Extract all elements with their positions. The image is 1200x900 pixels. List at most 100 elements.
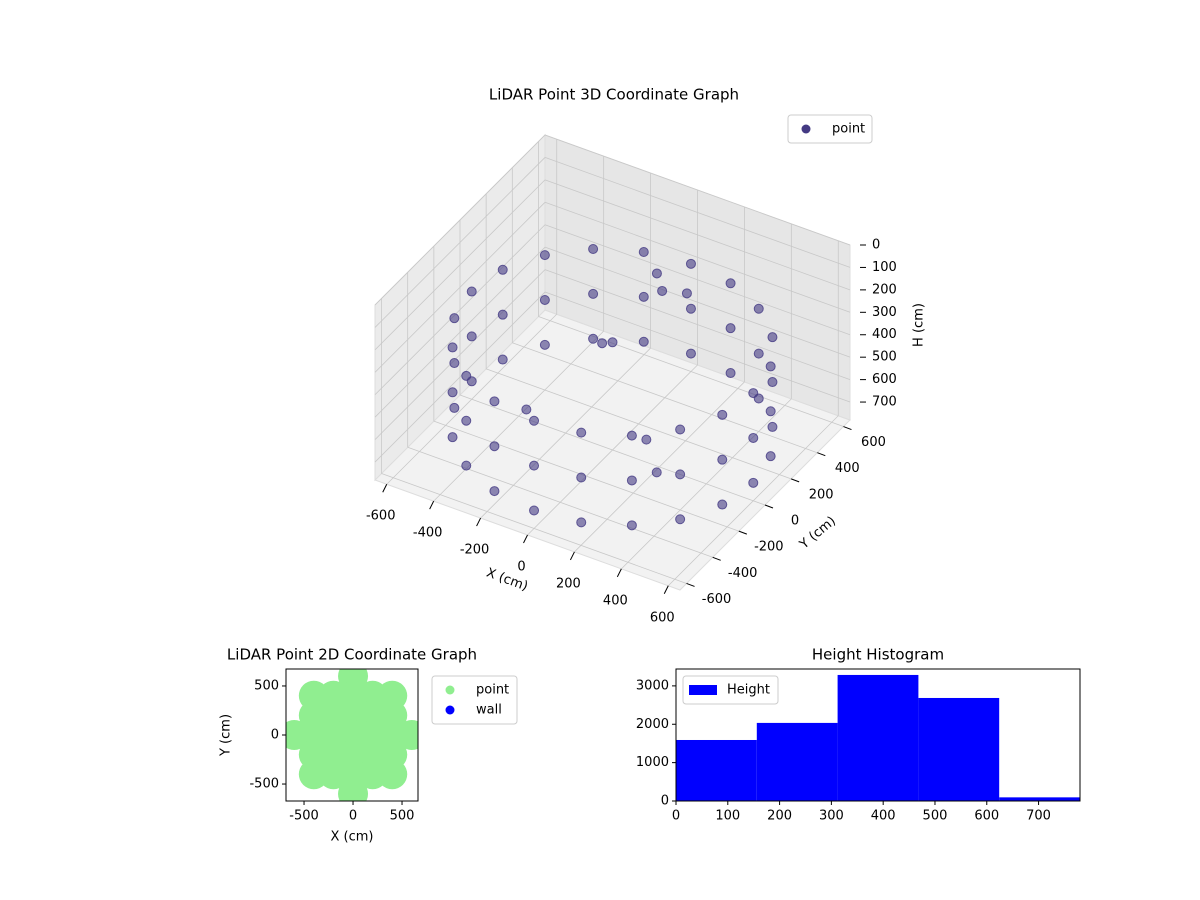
legend-label: point	[476, 683, 509, 698]
y-tick-label: -200	[754, 540, 784, 555]
grid-line	[374, 224, 546, 396]
point	[748, 477, 759, 488]
point	[529, 415, 540, 426]
y-tick-label: -400	[728, 566, 758, 581]
grid-line	[544, 134, 851, 246]
x-tick-label: 500	[923, 809, 948, 824]
point	[651, 467, 662, 478]
x-tick-label: 0	[349, 809, 357, 824]
z-axis-label: H (cm)	[912, 303, 927, 347]
bar	[676, 739, 757, 801]
point	[675, 514, 686, 525]
point	[748, 432, 759, 443]
bar	[918, 697, 1000, 801]
grid-line	[374, 291, 546, 463]
point	[576, 427, 587, 438]
y-tick-label: -500	[249, 777, 279, 792]
y-tick-label: 1000	[636, 755, 669, 770]
bar	[999, 797, 1080, 801]
grid-line	[544, 291, 851, 403]
z-tick-label: 200	[872, 282, 897, 297]
z-tick-label: 300	[872, 305, 897, 320]
grid-line	[374, 246, 546, 418]
y-tick-label: 0	[271, 728, 279, 743]
point	[576, 472, 587, 483]
plot-area	[286, 669, 418, 801]
x-axis-label: X (cm)	[331, 830, 374, 845]
point	[638, 291, 649, 302]
point	[449, 313, 460, 324]
point	[597, 338, 608, 349]
point	[626, 520, 637, 531]
x-tick	[523, 534, 528, 544]
grid-line	[544, 246, 851, 358]
x-tick-label: 200	[556, 576, 581, 591]
grid-line	[374, 157, 546, 328]
point	[588, 333, 599, 344]
point	[681, 288, 692, 299]
point	[497, 309, 508, 320]
x-tick	[663, 585, 669, 594]
axes-frame	[675, 668, 1081, 802]
legend-marker	[801, 124, 811, 134]
x-tick-label: 500	[390, 809, 415, 824]
grid-line	[486, 368, 792, 480]
y-tick-label: 500	[254, 678, 279, 693]
y-tick	[712, 556, 721, 561]
x-tick-label: -500	[289, 809, 319, 824]
y-tick	[686, 582, 695, 587]
point	[657, 285, 668, 296]
z-tick-label: 400	[872, 327, 897, 342]
point	[675, 469, 686, 480]
x-tick	[476, 517, 482, 527]
y-tick	[738, 530, 748, 535]
legend-marker	[445, 685, 455, 695]
x-tick-label: 400	[603, 593, 628, 608]
y-tick-label: 3000	[636, 678, 669, 693]
y-tick	[790, 478, 800, 483]
legend-label: point	[832, 122, 865, 137]
point	[685, 348, 696, 359]
x-tick-label: 600	[650, 610, 675, 625]
point	[725, 323, 736, 334]
point	[767, 421, 778, 432]
grid-line	[512, 342, 818, 454]
grid-line	[407, 446, 713, 558]
point	[489, 441, 500, 452]
point	[753, 393, 764, 404]
legend-label: wall	[476, 703, 502, 718]
grid-line	[374, 179, 546, 351]
y-tick-label: -600	[702, 592, 732, 607]
bar	[756, 722, 838, 801]
grid-line	[374, 269, 546, 440]
point	[753, 348, 764, 359]
x-tick-label: 600	[974, 809, 999, 824]
point	[449, 358, 460, 369]
x-tick-label: -600	[366, 509, 396, 524]
x-tick-label: 700	[1026, 809, 1051, 824]
x-tick-label: 400	[871, 809, 896, 824]
y-tick-label: 400	[835, 461, 860, 476]
point	[685, 258, 696, 269]
point	[651, 268, 662, 279]
chart-title: Height Histogram	[812, 646, 944, 664]
point	[466, 286, 477, 297]
bar	[837, 674, 919, 801]
point	[767, 332, 778, 343]
x-tick	[382, 484, 388, 493]
grid-line	[544, 224, 851, 336]
point	[638, 246, 649, 257]
point	[765, 451, 776, 462]
chart-title: LiDAR Point 2D Coordinate Graph	[227, 646, 477, 664]
point	[725, 368, 736, 379]
point	[717, 499, 728, 510]
grid-line	[459, 394, 766, 506]
point	[725, 278, 736, 289]
grid-line	[374, 134, 546, 306]
x-tick-label: -400	[413, 526, 443, 541]
point	[765, 406, 776, 417]
legend-frame	[787, 114, 873, 144]
point	[489, 486, 500, 497]
legend-marker	[445, 705, 455, 715]
